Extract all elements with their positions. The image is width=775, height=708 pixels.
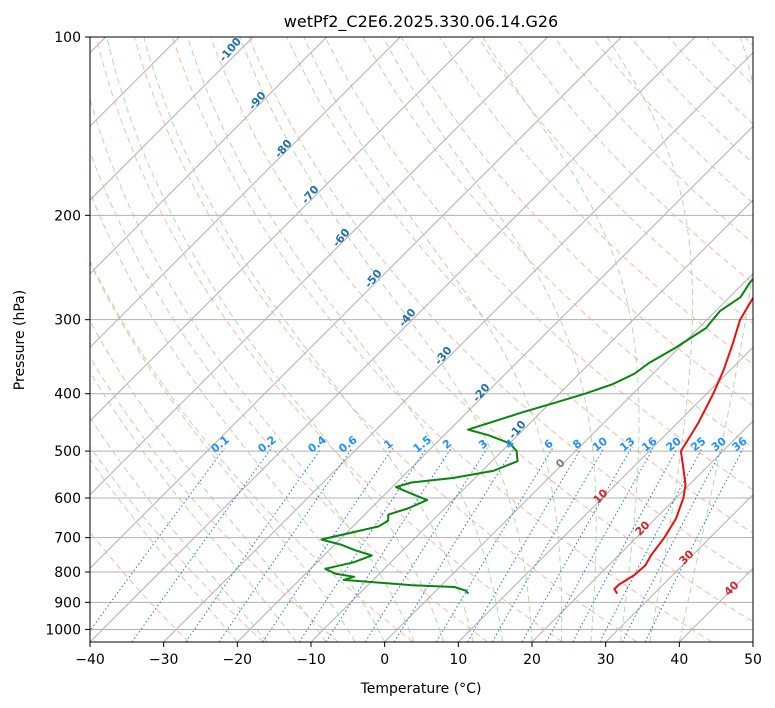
moist-adiabat-line bbox=[90, 458, 238, 642]
isotherm-line bbox=[90, 37, 401, 349]
dry-adiabat-line bbox=[90, 445, 264, 642]
dry-adiabat-line bbox=[95, 37, 563, 642]
isotherm-line bbox=[531, 420, 753, 642]
x-tick-label: 50 bbox=[744, 652, 762, 668]
moist-adiabat-line bbox=[90, 97, 415, 642]
x-tick-label: 40 bbox=[670, 652, 688, 668]
y-tick-label: 800 bbox=[54, 565, 81, 581]
isotherm-line bbox=[163, 51, 753, 642]
moist-adiabat-line bbox=[90, 320, 327, 642]
isotherm-line bbox=[236, 125, 753, 642]
mixing-ratio-line bbox=[393, 448, 515, 642]
x-tick-label: −40 bbox=[75, 652, 105, 668]
mixing-ratio-line bbox=[218, 448, 353, 642]
x-axis-title: Temperature (°C) bbox=[360, 681, 482, 697]
moist-adiabat-line bbox=[606, 37, 694, 642]
dry-adiabat-line bbox=[324, 37, 753, 491]
isotherm-line bbox=[90, 37, 549, 496]
plot-area: 0.1 0.2 0.4 0.6 1 1.5 2 3 4 6 8 10 13 16 20 25 30 36-100-… bbox=[90, 37, 753, 642]
temperature-profile-line bbox=[613, 296, 753, 595]
x-tick-label: 20 bbox=[523, 652, 541, 668]
mixing-ratio-line bbox=[491, 448, 605, 642]
moist-adiabat-line bbox=[382, 37, 597, 642]
dry-adiabat-line bbox=[90, 259, 414, 642]
moist-adiabat-line bbox=[187, 37, 503, 642]
x-tick-label: 10 bbox=[449, 652, 467, 668]
mixing-ratio-line bbox=[572, 448, 678, 642]
isotherm-line bbox=[90, 37, 254, 201]
mixing-ratio-line bbox=[644, 448, 744, 642]
moist-adiabat-line bbox=[90, 190, 386, 642]
moist-adiabat-lines bbox=[90, 37, 753, 642]
isotherm-line bbox=[90, 37, 696, 642]
y-tick-label: 200 bbox=[54, 208, 81, 224]
moist-adiabat-line bbox=[239, 37, 533, 642]
x-tick-label: −10 bbox=[296, 652, 326, 668]
mixing-ratio-line bbox=[599, 448, 703, 642]
y-axis-title: Pressure (hPa) bbox=[12, 290, 28, 390]
dry-adiabat-line bbox=[90, 356, 339, 642]
y-tick-label: 500 bbox=[54, 444, 81, 460]
y-tick-label: 1000 bbox=[45, 622, 81, 638]
mixing-ratio-line bbox=[185, 448, 322, 642]
y-tick-label: 300 bbox=[54, 313, 81, 329]
isotherm-line bbox=[90, 37, 622, 570]
x-tick-label: −30 bbox=[149, 652, 179, 668]
mixing-ratio-line bbox=[90, 448, 225, 632]
y-tick-label: 700 bbox=[54, 531, 81, 547]
plot-frame bbox=[89, 36, 754, 643]
moist-adiabat-line bbox=[678, 37, 753, 642]
dry-adiabat-line bbox=[171, 37, 712, 642]
y-axis-ticks: 100 200 300 400 500 600 700 800 900 1000 bbox=[45, 30, 90, 638]
mixing-ratio-line bbox=[467, 448, 582, 642]
moist-adiabat-line bbox=[106, 37, 445, 642]
moist-adiabat-line bbox=[90, 261, 356, 642]
y-tick-label: 100 bbox=[54, 30, 81, 46]
x-tick-label: 30 bbox=[597, 652, 615, 668]
mixing-ratio-line bbox=[298, 448, 427, 642]
isotherm-line bbox=[605, 493, 753, 642]
profile-series bbox=[320, 277, 753, 595]
x-tick-label: 0 bbox=[380, 652, 389, 668]
dry-adiabat-line bbox=[133, 37, 638, 642]
mixing-ratio-line bbox=[325, 448, 452, 642]
x-tick-label: −20 bbox=[223, 652, 253, 668]
mixing-ratio-line bbox=[364, 448, 488, 642]
moist-adiabat-line bbox=[303, 37, 563, 642]
y-tick-label: 400 bbox=[54, 387, 81, 403]
mixing-ratio-line bbox=[262, 448, 393, 642]
moist-adiabat-line bbox=[90, 370, 297, 642]
moist-adiabat-line bbox=[482, 37, 640, 642]
y-tick-label: 900 bbox=[54, 595, 81, 611]
dry-adiabat-line bbox=[210, 37, 753, 623]
dewpoint-profile-line bbox=[320, 277, 753, 595]
isotherm-line bbox=[90, 37, 475, 422]
dry-adiabat-line bbox=[248, 37, 753, 578]
y-tick-label: 600 bbox=[54, 491, 81, 507]
mixing-ratio-line bbox=[131, 448, 272, 642]
x-axis-ticks: −40 −30 −20 −10 0 10 20 30 40 50 bbox=[75, 642, 762, 668]
isotherm-line bbox=[90, 37, 328, 275]
plot-background bbox=[90, 37, 753, 642]
isotherm-line bbox=[457, 346, 753, 642]
chart-title: wetPf2_C2E6.2025.330.06.14.G26 bbox=[284, 12, 558, 32]
mixing-ratio-line bbox=[621, 448, 723, 642]
moist-adiabat-line bbox=[90, 416, 268, 642]
mixing-ratio-lines bbox=[90, 448, 744, 642]
moist-adiabat-line bbox=[143, 37, 474, 642]
